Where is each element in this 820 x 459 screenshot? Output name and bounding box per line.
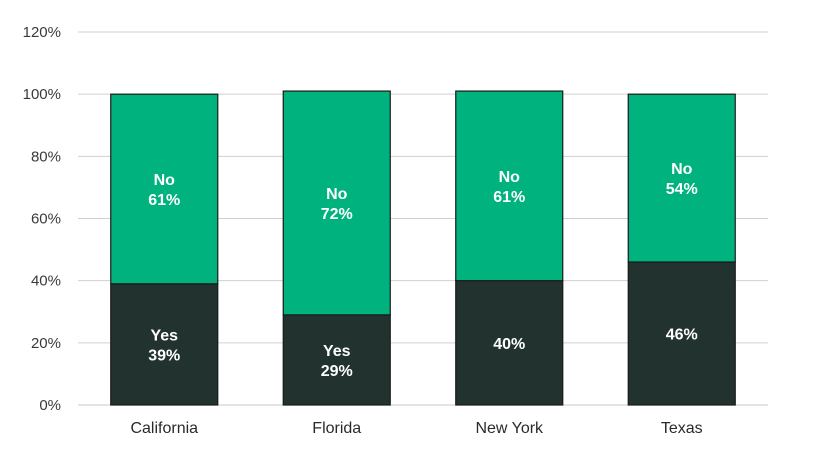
bar-segment-no	[455, 90, 564, 282]
bar-texas: 46% No 54%	[627, 93, 736, 406]
x-category-label: Texas	[661, 420, 703, 437]
bar-california: Yes 39% No 61%	[110, 93, 219, 406]
y-tick-label: 80%	[31, 148, 61, 165]
data-label: 46%	[666, 327, 698, 344]
y-tick-label: 40%	[31, 273, 61, 290]
bar-segment-yes	[282, 314, 391, 406]
bar-segment-no	[110, 93, 219, 285]
y-tick-label: 0%	[39, 397, 61, 414]
data-label: 40%	[493, 336, 525, 353]
y-tick-label: 60%	[31, 211, 61, 228]
bar-florida: Yes 29% No 72%	[282, 90, 391, 406]
x-category-label: Florida	[312, 420, 361, 437]
data-label: Yes	[323, 343, 351, 360]
bar-segment-yes	[455, 280, 564, 406]
data-label: No	[326, 186, 348, 203]
bar-new-york: 40% No 61%	[455, 90, 564, 406]
data-label: No	[154, 172, 176, 189]
y-axis-tick-labels: 0% 20% 40% 60% 80% 100% 120%	[23, 24, 61, 414]
data-label: 61%	[148, 192, 180, 209]
y-tick-label: 20%	[31, 335, 61, 352]
x-category-label: New York	[475, 420, 544, 437]
data-label: Yes	[150, 327, 178, 344]
data-label: No	[671, 161, 693, 178]
bar-segment-yes	[110, 283, 219, 406]
bar-segment-yes	[627, 261, 736, 406]
y-tick-label: 120%	[23, 24, 61, 41]
data-label: 29%	[321, 363, 353, 380]
data-label: 39%	[148, 347, 180, 364]
bars: Yes 39% No 61% Yes 29% No 72% 40% No 61% 46% No 54%	[110, 90, 736, 406]
data-label: 72%	[321, 206, 353, 223]
data-label: 54%	[666, 181, 698, 198]
bar-segment-no	[627, 93, 736, 263]
data-label: 61%	[493, 189, 525, 206]
y-tick-label: 100%	[23, 86, 61, 103]
data-label: No	[499, 169, 521, 186]
x-axis-category-labels: California Florida New York Texas	[130, 420, 702, 437]
bar-segment-no	[282, 90, 391, 316]
x-category-label: California	[130, 420, 198, 437]
